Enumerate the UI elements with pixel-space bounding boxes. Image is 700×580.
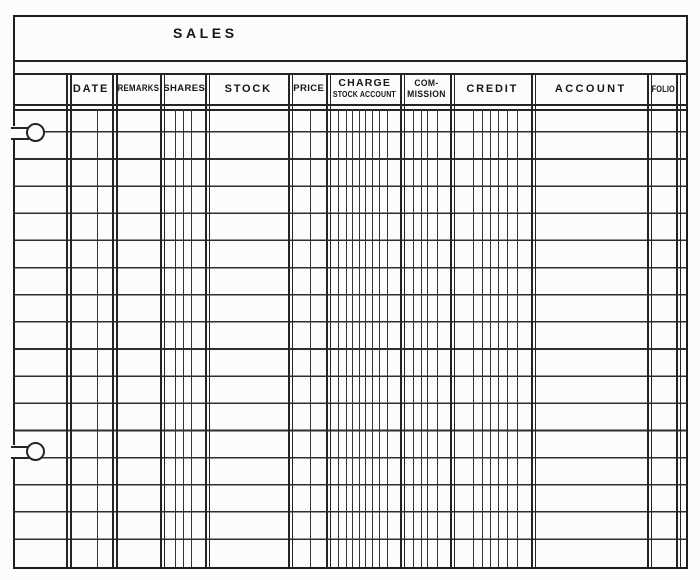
column-rule: [647, 73, 649, 567]
charge-digit-rule: [338, 109, 340, 567]
column-rule: [450, 73, 452, 567]
column-rule: [326, 73, 328, 567]
column-rule: [205, 73, 207, 567]
header-bottom-rule: [14, 109, 687, 111]
charge-digit-rule: [365, 109, 367, 567]
column-rule: [291, 73, 294, 567]
binder-notch-rule: [11, 137, 29, 140]
price-sub-rule: [310, 109, 312, 567]
credit-digit-rule: [517, 109, 519, 567]
charge-digit-rule: [359, 109, 361, 567]
header-cell-date: DATE: [70, 73, 112, 104]
charge-digit-rule: [372, 109, 374, 567]
header-bottom-rule: [14, 104, 687, 106]
column-rule: [163, 73, 166, 567]
column-rule: [453, 73, 456, 567]
binder-notch-rule: [11, 456, 29, 459]
credit-digit-rule: [507, 109, 509, 567]
binder-hole-icon: [26, 122, 45, 142]
header-label: CREDIT: [466, 82, 519, 95]
header-cell-account: ACCOUNT: [535, 73, 648, 104]
column-rule: [116, 73, 118, 567]
column-rule: [403, 73, 406, 567]
binder-notch-rule: [11, 445, 29, 448]
header-cell-remarks: REMARKS: [116, 73, 160, 104]
column-rule: [208, 73, 211, 567]
charge-digit-rule: [387, 109, 389, 567]
shares-digit-rule: [183, 109, 185, 567]
column-rule: [70, 73, 72, 567]
commission-digit-rule: [427, 109, 429, 567]
header-sublabel: STOCK ACCOUNT: [333, 89, 397, 99]
header-label: CHARGE: [338, 77, 392, 89]
shares-digit-rule: [191, 109, 193, 567]
charge-digit-rule: [346, 109, 348, 567]
column-rule: [534, 73, 537, 567]
header-cell-stock: STOCK: [209, 73, 289, 104]
commission-digit-rule: [437, 109, 439, 567]
credit-digit-rule: [498, 109, 500, 567]
commission-digit-rule: [413, 109, 415, 567]
header-cell-shares: SHARES: [164, 73, 206, 104]
column-rule: [112, 73, 114, 567]
column-rule: [676, 73, 678, 567]
header-cell-folio: FOLIO: [651, 73, 677, 104]
column-rule: [650, 73, 653, 567]
header-label: FOLIO: [651, 83, 675, 94]
header-sublabel: MISSION: [407, 88, 447, 100]
column-rule: [288, 73, 290, 567]
credit-digit-rule: [482, 109, 484, 567]
credit-digit-rule: [473, 109, 475, 567]
column-rule: [66, 73, 68, 567]
header-cell-credit: CREDIT: [454, 73, 532, 104]
header-label: DATE: [72, 82, 110, 95]
header-label: REMARKS: [117, 83, 159, 94]
header-label: ACCOUNT: [554, 82, 627, 95]
column-rule: [329, 73, 332, 567]
title-band-rule: [14, 60, 687, 62]
header-top-rule: [14, 73, 687, 75]
binder-notch-rule: [11, 126, 29, 129]
header-label: STOCK: [224, 82, 272, 95]
column-rule: [160, 73, 162, 567]
ledger-row-lines: [14, 131, 687, 543]
charge-digit-rule: [379, 109, 381, 567]
column-rule: [679, 73, 682, 567]
header-label: PRICE: [293, 83, 325, 94]
date-sub-rule: [97, 109, 99, 567]
charge-digit-rule: [352, 109, 354, 567]
column-rule: [400, 73, 402, 567]
shares-digit-rule: [175, 109, 177, 567]
column-rule: [531, 73, 533, 567]
header-label: SHARES: [163, 83, 205, 94]
header-cell-price: PRICE: [292, 73, 327, 104]
header-cell-charge-stock-account: CHARGE STOCK ACCOUNT: [330, 73, 401, 104]
header-cell-commission: COM- MISSION: [404, 73, 451, 104]
header-label: COM-: [414, 77, 439, 89]
credit-digit-rule: [490, 109, 492, 567]
commission-digit-rule: [421, 109, 423, 567]
binder-hole-icon: [26, 441, 45, 461]
page-title: SALES: [173, 25, 238, 41]
